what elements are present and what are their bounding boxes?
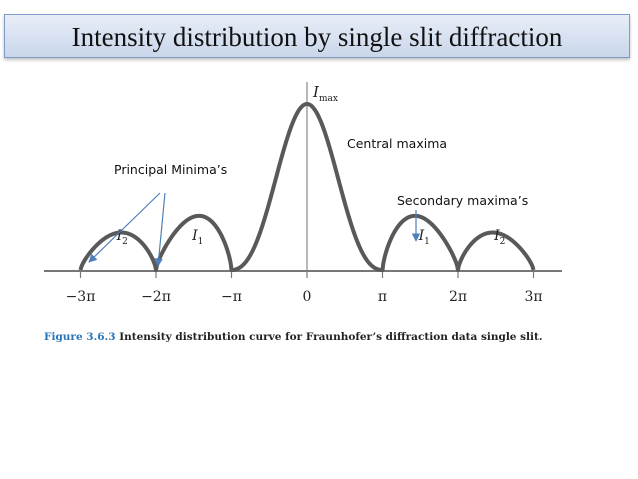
- x-tick-label: −2π: [141, 289, 171, 305]
- x-tick-label: −3π: [66, 289, 96, 305]
- caption-text: Intensity distribution curve for Fraunho…: [119, 331, 543, 343]
- peak-label: I2: [116, 228, 128, 247]
- x-tick-label: 2π: [449, 289, 467, 305]
- x-tick-label: 3π: [524, 289, 542, 305]
- principal-minima-label: Principal Minima’s: [114, 162, 228, 177]
- slide-title: Intensity distribution by single slit di…: [71, 22, 563, 52]
- central-maxima-label: Central maxima: [347, 136, 448, 151]
- principal-minima-arrow-right: [154, 192, 166, 267]
- figure-caption: Figure 3.6.3 Intensity distribution curv…: [44, 331, 543, 343]
- y-axis-label: Imax: [312, 83, 338, 104]
- principal-minima-arrow-left: [88, 192, 161, 263]
- x-tick-label: π: [378, 289, 387, 305]
- peak-label: I1: [418, 228, 430, 247]
- title-bar: Intensity distribution by single slit di…: [4, 14, 630, 58]
- peak-label: I2: [493, 228, 505, 247]
- x-tick-label: −π: [221, 289, 242, 305]
- figure-label: Figure 3.6.3: [44, 331, 116, 343]
- peak-label: I1: [191, 228, 203, 247]
- secondary-maxima-label: Secondary maxima’s: [397, 193, 529, 208]
- intensity-curve: [78, 102, 536, 272]
- x-tick-label: 0: [303, 289, 312, 305]
